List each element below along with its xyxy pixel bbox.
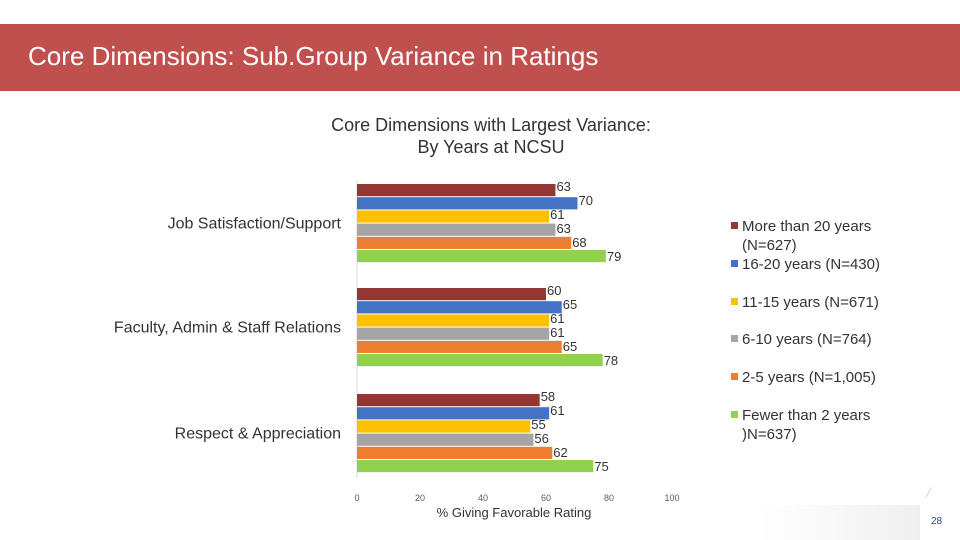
x-tick-label: 80	[604, 493, 614, 503]
bar	[357, 210, 550, 223]
bar	[357, 288, 546, 301]
data-label: 78	[604, 353, 618, 368]
data-label: 70	[579, 193, 593, 208]
bar	[357, 433, 534, 446]
bar	[357, 327, 550, 340]
legend-swatch	[731, 298, 738, 305]
data-label: 56	[534, 431, 548, 446]
category-label: Faculty, Admin & Staff Relations	[114, 320, 341, 337]
bar	[357, 301, 562, 314]
legend-label: 2-5 years (N=1,005)	[742, 369, 876, 386]
bar	[357, 197, 578, 210]
bar	[357, 407, 550, 420]
legend-label: More than 20 years	[742, 218, 871, 235]
data-label: 60	[547, 283, 561, 298]
legend-label: (N=627)	[742, 237, 797, 254]
data-label: 65	[563, 339, 577, 354]
data-label: 63	[556, 179, 570, 194]
data-label: 61	[550, 403, 564, 418]
data-label: 61	[550, 311, 564, 326]
data-label: 63	[556, 221, 570, 236]
x-tick-label: 40	[478, 493, 488, 503]
legend-label: 16-20 years (N=430)	[742, 256, 880, 273]
category-label: Respect & Appreciation	[175, 426, 341, 443]
legend-swatch	[731, 335, 738, 342]
legend-swatch	[731, 411, 738, 418]
bar	[357, 250, 606, 263]
title-band	[0, 24, 960, 91]
chart-title-line-2: By Years at NCSU	[417, 137, 565, 157]
bar	[357, 354, 603, 367]
data-label: 61	[550, 207, 564, 222]
x-tick-label: 100	[664, 493, 679, 503]
data-label: 68	[572, 235, 586, 250]
bar	[357, 236, 572, 249]
bar	[357, 223, 556, 236]
data-label: 65	[563, 297, 577, 312]
x-tick-label: 20	[415, 493, 425, 503]
x-tick-label: 60	[541, 493, 551, 503]
legend-label: 6-10 years (N=764)	[742, 331, 872, 348]
decorative-mark: ⁄	[928, 484, 931, 500]
chart-title-line-1: Core Dimensions with Largest Variance:	[331, 115, 651, 135]
bar	[357, 460, 594, 473]
data-label: 55	[531, 417, 545, 432]
legend-swatch	[731, 222, 738, 229]
data-label: 79	[607, 249, 621, 264]
legend-label: Fewer than 2 years	[742, 407, 870, 424]
bar	[357, 184, 556, 197]
legend-label: 11-15 years (N=671)	[742, 294, 879, 311]
legend-swatch	[731, 373, 738, 380]
slide-title: Core Dimensions: Sub.Group Variance in R…	[28, 41, 599, 71]
x-axis-title: % Giving Favorable Rating	[437, 505, 592, 520]
bar	[357, 394, 540, 407]
data-label: 58	[541, 389, 555, 404]
bar	[357, 340, 562, 353]
category-label: Job Satisfaction/Support	[168, 216, 342, 233]
data-label: 75	[594, 459, 608, 474]
x-tick-label: 0	[354, 493, 359, 503]
bar	[357, 420, 531, 433]
legend-swatch	[731, 260, 738, 267]
data-label: 61	[550, 325, 564, 340]
decorative-fade	[760, 505, 920, 540]
legend-label: )N=637)	[742, 426, 797, 443]
chart-title: Core Dimensions with Largest Variance: B…	[251, 114, 731, 158]
bar	[357, 314, 550, 327]
page-number: 28	[931, 516, 943, 527]
data-label: 62	[553, 445, 567, 460]
bar	[357, 446, 553, 459]
